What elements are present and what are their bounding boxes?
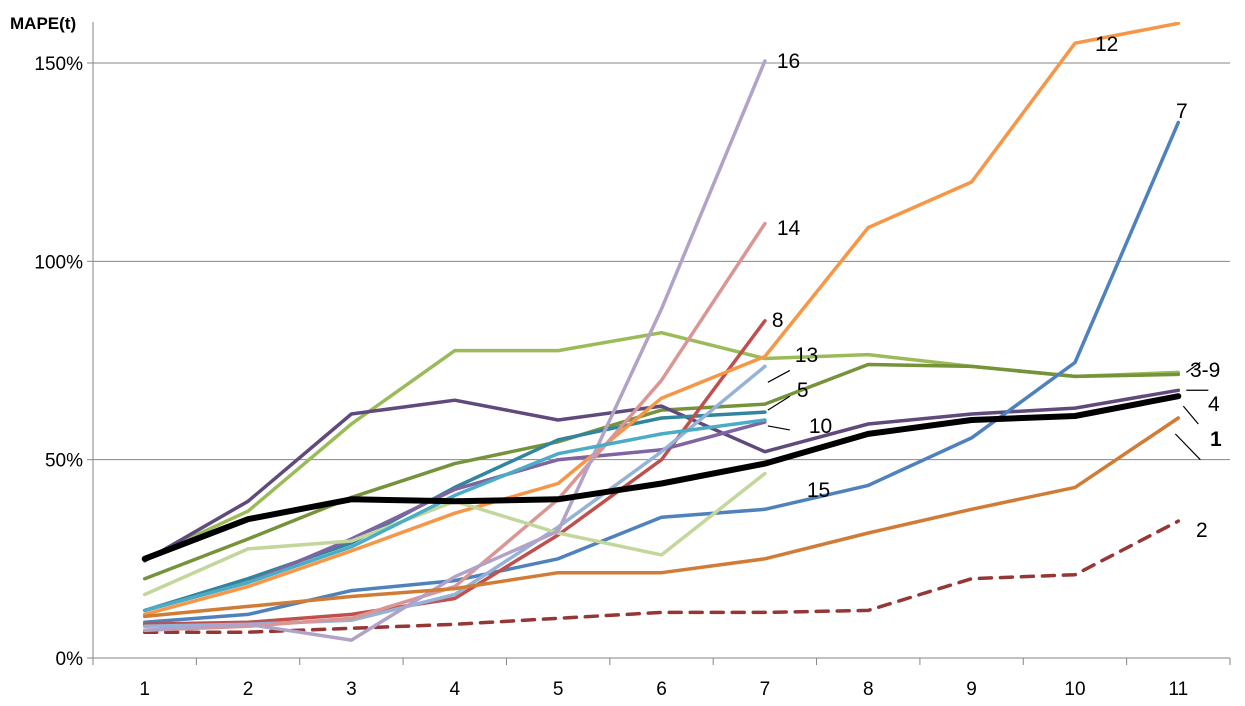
x-tick-label: 7 [760,679,771,700]
leader-1-b [1174,433,1201,461]
series-line-5 [142,410,767,613]
series-line-unlabeled-14 [142,418,767,613]
y-axis-title: MAPE(t) [10,14,76,33]
leader-3-9 [1185,361,1201,373]
leader-1-a [1182,405,1199,425]
series-line-3-9 [142,362,1181,581]
x-tick-label: 2 [243,679,254,700]
y-tick-labels: 0% 50% 100% 150% [34,54,83,670]
y-tick-label: 150% [34,54,83,75]
leader-5 [767,395,791,411]
series-line-8 [142,319,767,627]
x-tick-label: 9 [966,679,977,700]
x-tick-label: 1 [139,679,150,700]
series-line-14 [142,221,767,632]
series-label-3-9: 3-9 [1190,359,1220,382]
x-tick-label: 3 [346,679,357,700]
series-label-13: 13 [795,344,818,367]
x-tick-label: 10 [1064,679,1085,700]
x-tick-labels: 1 2 3 4 5 6 7 8 9 10 11 [139,679,1188,700]
series-label-14: 14 [777,217,801,240]
series-line-1 [141,393,1182,562]
y-tick-label: 0% [56,649,84,670]
series-line-12 [142,22,1181,617]
series-label-5: 5 [797,379,809,402]
x-tick-label: 4 [449,679,460,700]
series-label-2: 2 [1196,519,1208,542]
gridlines [87,62,1230,659]
series-label-10: 10 [809,415,832,438]
leader-13 [767,369,791,383]
series-line-3-9 [142,330,1181,561]
series-label-12: 12 [1095,33,1118,56]
series-line-unlabeled-16 [142,416,1181,619]
axes [92,22,1231,665]
series-label-1: 1 [1210,428,1222,451]
leader-10 [767,425,790,431]
series-label-15: 15 [807,479,830,502]
series-line-2 [142,519,1181,634]
x-tick-label: 11 [1168,679,1188,700]
series-label-16: 16 [777,50,800,73]
series-line-16 [142,59,767,642]
series-label-4: 4 [1208,393,1220,416]
label-leader-lines [767,361,1209,461]
x-tick-label: 6 [656,679,667,700]
series-label-8: 8 [772,309,784,332]
x-tick-label: 5 [553,679,564,700]
y-tick-label: 100% [34,252,83,273]
series-lines [141,22,1182,642]
series-label-7: 7 [1176,100,1188,123]
y-tick-label: 50% [45,451,83,472]
x-tick-label: 8 [863,679,874,700]
